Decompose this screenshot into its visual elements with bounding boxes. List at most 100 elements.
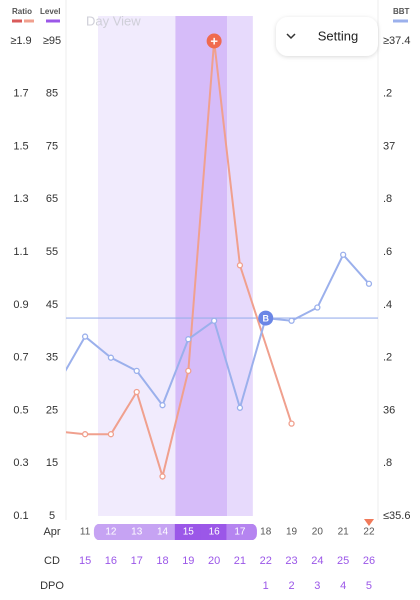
dpo-value: 4 — [340, 580, 346, 592]
x-tick-label: 17 — [234, 527, 246, 538]
pill-cap — [93, 524, 104, 540]
yticks-label: 0.7 — [13, 352, 28, 364]
yticks-label: 1.1 — [13, 246, 28, 258]
point — [210, 317, 218, 324]
level-pill — [200, 524, 228, 540]
y2ticks-label: 37 — [383, 140, 395, 152]
point — [159, 402, 166, 409]
level-pill — [149, 524, 177, 540]
cd-value: 26 — [363, 555, 375, 567]
level_ticks-label: 55 — [46, 246, 58, 258]
level_ticks-label: 35 — [46, 352, 58, 364]
x-tick-label: 13 — [131, 527, 143, 538]
dpo-value: 2 — [288, 580, 294, 592]
point — [133, 367, 140, 375]
x-tick-label: 16 — [209, 527, 221, 538]
cd-value: 25 — [337, 555, 349, 567]
point — [185, 336, 192, 343]
point — [365, 280, 373, 287]
level_ticks-label: 75 — [46, 140, 58, 152]
legend-ratio: Ratio — [12, 7, 32, 16]
setting-box[interactable] — [276, 17, 378, 56]
cd-value: 23 — [285, 555, 297, 567]
level-pill — [97, 524, 125, 540]
cd-value: 15 — [79, 555, 91, 567]
point — [81, 333, 89, 340]
point — [107, 431, 115, 438]
month: Apr — [43, 526, 60, 538]
x-tick-label: 18 — [260, 527, 272, 538]
cd-value: 18 — [156, 555, 168, 567]
cd-value: 22 — [260, 555, 272, 567]
level_ticks-label: 5 — [49, 510, 55, 522]
point — [314, 304, 321, 311]
legend-level: Level — [40, 7, 60, 16]
pill-cap — [246, 524, 257, 540]
yticks-label: 0.1 — [13, 510, 28, 522]
point — [340, 251, 347, 258]
legend-bbt: BBT — [393, 7, 410, 16]
point — [288, 317, 295, 324]
cd-value: 16 — [105, 555, 117, 567]
setting-button[interactable]: Setting — [276, 17, 378, 56]
x-tick-label: 21 — [338, 527, 350, 538]
level-band — [175, 16, 228, 516]
cd-value: 19 — [182, 555, 194, 567]
cd-value: 24 — [311, 555, 323, 567]
y2ticks-label: .2 — [383, 88, 392, 100]
point — [185, 367, 192, 375]
coverline-marker — [258, 310, 274, 326]
point — [236, 404, 244, 411]
point — [133, 388, 140, 396]
yticks-label: 0.3 — [13, 457, 28, 469]
yticks-label: 0.5 — [13, 404, 28, 416]
yticks-label: ≥1.9 — [10, 35, 31, 47]
dpo-value: 3 — [314, 580, 320, 592]
cd-value: 20 — [208, 555, 220, 567]
y2ticks-label: .8 — [383, 457, 392, 469]
peak-marker — [206, 33, 222, 49]
x-tick-label: 22 — [363, 527, 375, 538]
cd-value: 21 — [234, 555, 246, 567]
point — [57, 379, 62, 384]
point — [236, 262, 244, 269]
yticks-label: 1.5 — [13, 140, 28, 152]
point — [81, 431, 89, 438]
chevron[interactable] — [286, 33, 296, 40]
level-pill — [123, 524, 151, 540]
setting-label[interactable]: Setting — [318, 28, 358, 43]
level_ticks-label: ≥95 — [43, 35, 61, 47]
level-pill — [226, 524, 254, 540]
x-tick-label: 12 — [105, 527, 117, 538]
dpo-label: DPO — [40, 580, 64, 592]
x-tick-label: 14 — [157, 527, 169, 538]
point — [288, 420, 295, 427]
cd-value: 17 — [131, 555, 143, 567]
y2ticks-label: ≤35.6 — [383, 510, 410, 522]
point — [159, 473, 166, 480]
y2ticks-label: 36 — [383, 404, 395, 416]
coverline-label: B — [262, 313, 269, 323]
level-band — [98, 16, 176, 516]
x-tick-label: 11 — [80, 527, 91, 538]
cd-label: CD — [44, 555, 60, 567]
x-tick-label: 19 — [286, 527, 298, 538]
level-pill — [174, 524, 202, 540]
level_ticks-label: 85 — [46, 88, 58, 100]
y2ticks-label: .8 — [383, 193, 392, 205]
level_ticks-label: 45 — [46, 299, 58, 311]
dpo-value: 1 — [263, 580, 269, 592]
dpo-value: 5 — [366, 580, 372, 592]
peak-label: + — [210, 33, 218, 48]
y2ticks-label: .2 — [383, 352, 392, 364]
yticks-label: 1.7 — [13, 88, 28, 100]
x-tick-label: 20 — [312, 527, 324, 538]
x-tick-label: 15 — [183, 527, 195, 538]
level_ticks-label: 65 — [46, 193, 58, 205]
y2ticks-label: .6 — [383, 246, 392, 258]
yticks-label: 0.9 — [13, 299, 28, 311]
y2ticks-label: .4 — [383, 299, 392, 311]
today-marker — [364, 519, 374, 526]
level_ticks-label: 25 — [46, 404, 58, 416]
